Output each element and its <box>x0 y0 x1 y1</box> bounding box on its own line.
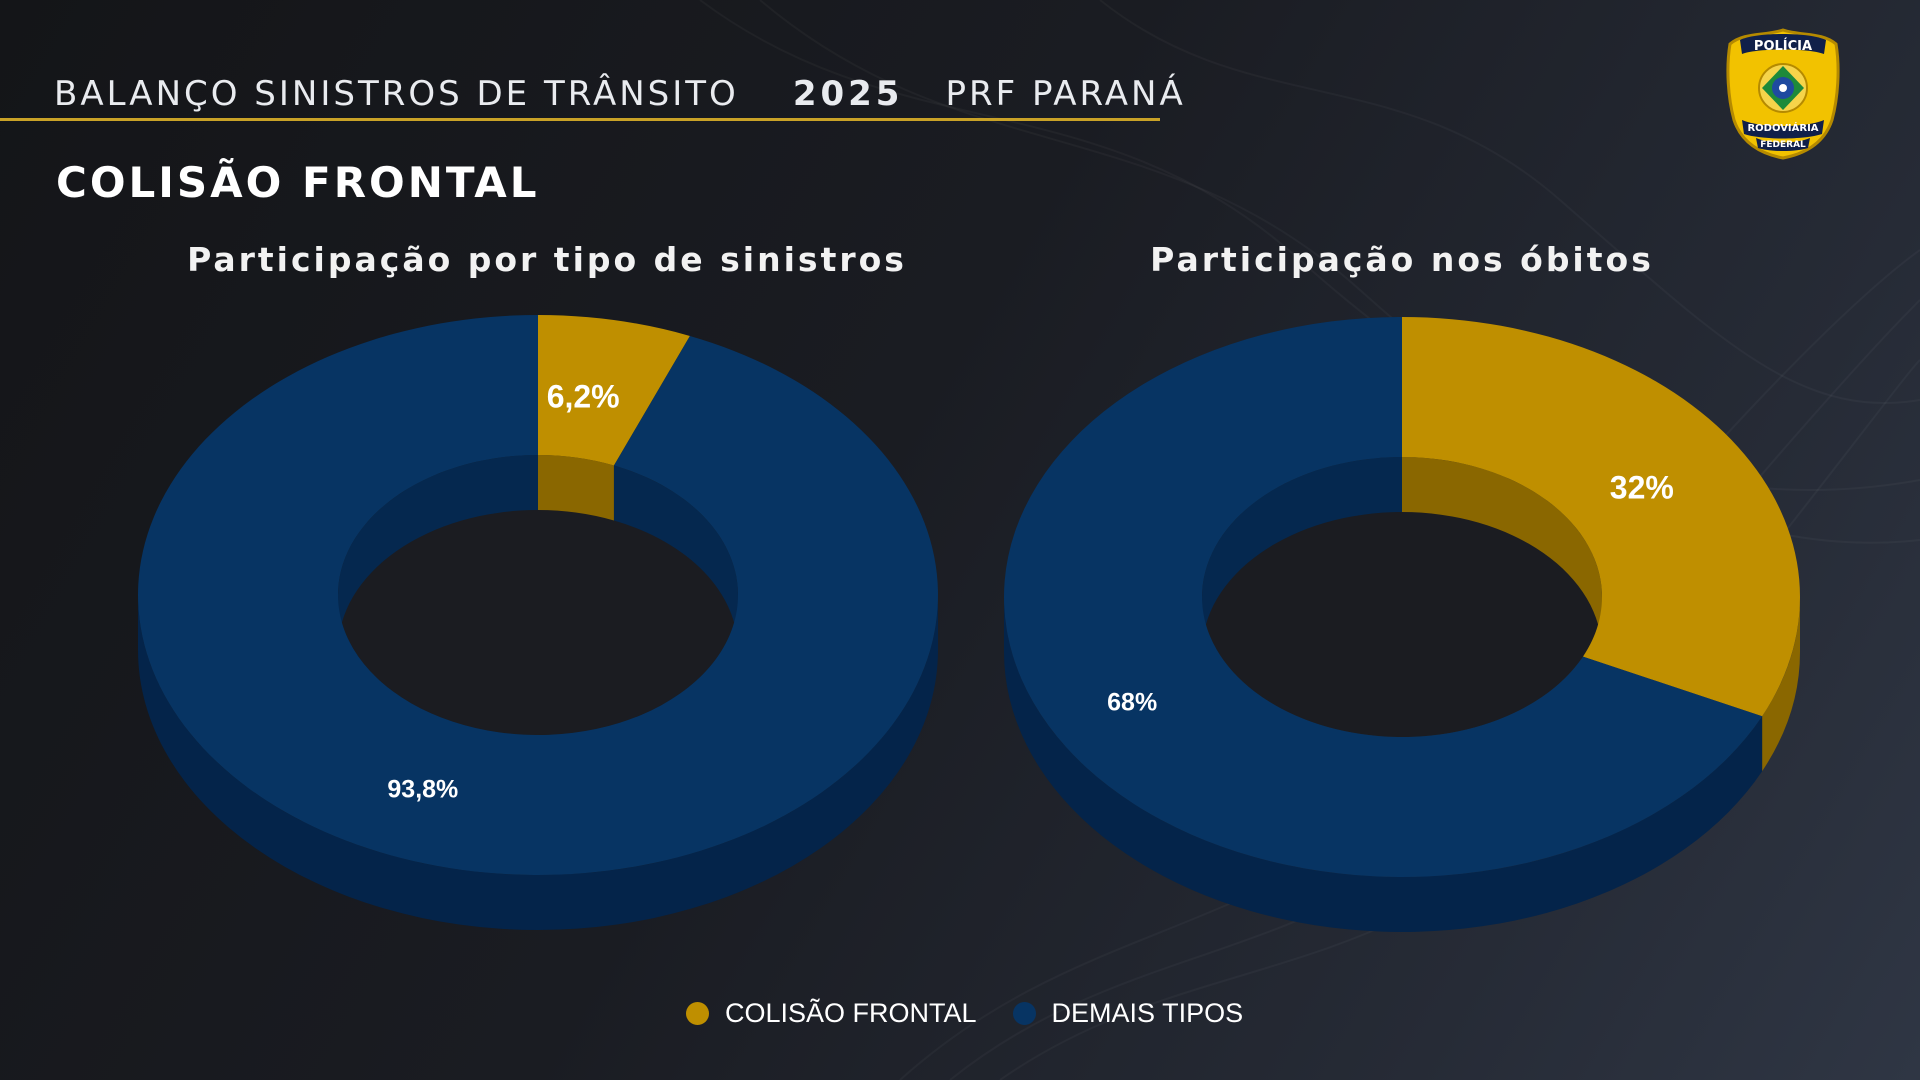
slice-side-others <box>1004 597 1763 933</box>
data-label-frontal: 32% <box>1610 470 1674 506</box>
header-underline <box>0 118 1160 121</box>
prf-shield-icon: POLÍCIA RODOVIÁRIA FEDERAL <box>1726 28 1840 160</box>
header-title: BALANÇO SINISTROS DE TRÂNSITO <box>54 74 739 114</box>
slice-side-others <box>138 595 938 930</box>
chart-title-left: Participação por tipo de sinistros <box>187 240 907 279</box>
slice-side-frontal <box>1762 597 1800 772</box>
header: BALANÇO SINISTROS DE TRÂNSITO 2025 PRF P… <box>54 72 1186 116</box>
badge-bottom-text-1: RODOVIÁRIA <box>1747 121 1818 134</box>
legend-label-others: DEMAIS TIPOS <box>1051 998 1244 1028</box>
slice-inner-wall-others <box>338 455 538 650</box>
header-year: 2025 <box>792 74 904 114</box>
chart-legend: COLISÃO FRONTAL DEMAIS TIPOS <box>686 998 1279 1029</box>
slice-frontal <box>1402 317 1800 717</box>
slice-frontal <box>538 315 690 466</box>
slice-inner-wall-others <box>613 465 738 650</box>
section-title: COLISÃO FRONTAL <box>56 158 540 207</box>
data-label-others: 93,8% <box>387 775 458 803</box>
slice-inner-wall-frontal <box>1402 457 1602 652</box>
data-label-others: 68% <box>1107 689 1157 717</box>
chart-title-right: Participação nos óbitos <box>1150 240 1654 279</box>
data-label-frontal: 6,2% <box>547 379 620 415</box>
slice-inner-wall-others <box>1202 457 1402 652</box>
legend-item-others: DEMAIS TIPOS <box>1012 998 1244 1029</box>
slice-others <box>1004 316 1763 877</box>
legend-swatch-others <box>1012 1002 1036 1025</box>
header-region: PRF PARANÁ <box>945 74 1186 114</box>
donut-chart-right: 32% 68% <box>1004 316 1800 933</box>
donut-chart-left: 6,2% 93,8% <box>137 315 938 930</box>
badge-bottom-text-2: FEDERAL <box>1760 140 1806 150</box>
badge-top-text: POLÍCIA <box>1754 38 1812 54</box>
slice-others <box>137 315 938 875</box>
legend-label-frontal: COLISÃO FRONTAL <box>725 998 977 1028</box>
legend-item-frontal: COLISÃO FRONTAL <box>686 998 977 1029</box>
legend-swatch-frontal <box>686 1002 709 1025</box>
slice-inner-wall-frontal <box>538 455 614 521</box>
